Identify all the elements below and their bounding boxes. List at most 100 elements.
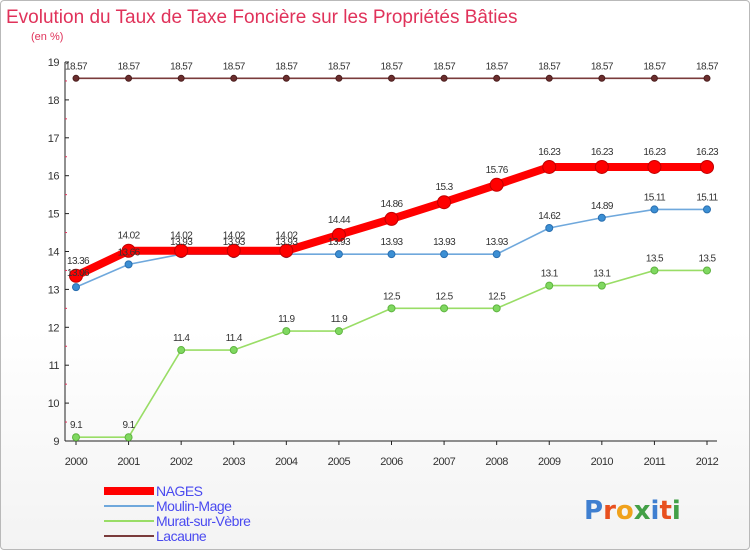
data-label: 18.57 (591, 61, 614, 72)
data-point (331, 227, 346, 242)
data-label: 13.06 (67, 268, 90, 279)
data-point (226, 243, 241, 258)
y-tick-label: 16 (48, 171, 60, 183)
data-label: 14.86 (380, 199, 403, 210)
x-tick-label: 2011 (644, 456, 666, 468)
data-label: 13.66 (118, 247, 141, 258)
data-point (124, 260, 133, 269)
data-label: 18.57 (275, 61, 298, 72)
data-point (545, 281, 554, 290)
data-point (229, 346, 238, 355)
series-lacaune (72, 74, 711, 82)
data-label: 13.93 (380, 237, 403, 248)
y-tick-label: 10 (48, 398, 60, 410)
data-point (489, 177, 504, 192)
x-tick-label: 2005 (328, 456, 351, 468)
data-label: 16.23 (643, 147, 666, 158)
y-tick-label: 12 (48, 322, 60, 334)
data-label: 13.1 (593, 269, 611, 280)
data-point (174, 243, 189, 258)
legend-label: Moulin-Mage (156, 498, 232, 514)
data-label: 14.02 (118, 231, 141, 242)
legend-label: Lacaune (156, 528, 207, 544)
data-label: 18.57 (538, 61, 561, 72)
y-tick-label: 19 (48, 57, 60, 69)
data-label: 16.23 (538, 147, 561, 158)
data-label: 13.36 (67, 256, 90, 267)
data-point (700, 159, 714, 174)
data-point (69, 268, 83, 283)
data-point (72, 283, 80, 292)
data-point (282, 74, 290, 82)
data-point (334, 250, 343, 259)
data-point (703, 205, 711, 214)
data-point (334, 327, 343, 336)
data-point (387, 250, 396, 259)
x-tick-label: 2000 (65, 456, 88, 468)
data-label: 9.1 (123, 420, 136, 431)
data-label: 18.57 (328, 61, 351, 72)
data-label: 13.5 (646, 253, 664, 264)
y-tick-label: 14 (48, 247, 60, 259)
data-label: 18.57 (65, 61, 88, 72)
data-label: 16.23 (696, 147, 719, 158)
data-label: 13.5 (698, 253, 716, 264)
data-point (542, 159, 557, 174)
data-label: 13.93 (328, 237, 351, 248)
x-tick-label: 2007 (433, 456, 456, 468)
data-label: 13.93 (170, 237, 193, 248)
data-label: 14.44 (328, 215, 351, 226)
data-label: 14.89 (591, 201, 614, 212)
data-point (282, 327, 291, 336)
data-point (388, 74, 395, 82)
data-point (177, 74, 185, 82)
data-label: 9.1 (70, 420, 83, 431)
data-point (650, 74, 658, 82)
data-label: 15.3 (436, 182, 454, 193)
x-tick-label: 2012 (696, 456, 719, 468)
legend-label: NAGES (156, 483, 203, 499)
data-label: 18.57 (433, 61, 456, 72)
data-label: 12.5 (488, 291, 506, 302)
data-label: 14.02 (170, 231, 193, 242)
data-label: 13.93 (275, 237, 298, 248)
data-point (703, 266, 711, 275)
data-point (492, 250, 501, 259)
y-tick-label: 13 (48, 284, 60, 296)
data-point (545, 74, 553, 82)
data-point (437, 195, 452, 210)
y-tick-label: 15 (48, 209, 60, 221)
data-label: 14.02 (223, 231, 246, 242)
data-label: 13.93 (486, 237, 509, 248)
data-point (72, 433, 80, 442)
data-label: 18.57 (380, 61, 403, 72)
series-nages (69, 159, 714, 283)
data-point (121, 243, 136, 258)
data-point (124, 433, 133, 442)
data-label: 14.02 (275, 231, 298, 242)
series-layer: 18.57 18.57 18.57 18.57 18.57 18.57 18.57 18.57… (65, 61, 720, 442)
data-point (545, 224, 554, 233)
data-label: 18.57 (118, 61, 141, 72)
series-murat-sur-v-bre (72, 266, 711, 442)
x-tick-label: 2010 (591, 456, 614, 468)
data-label: 15.76 (486, 165, 509, 176)
x-tick-label: 2008 (485, 456, 508, 468)
data-point (650, 205, 659, 214)
data-point (387, 304, 396, 313)
data-point (440, 304, 449, 313)
data-point (384, 211, 399, 226)
data-point (440, 74, 448, 82)
proxiti-logo: Proxiti (584, 496, 681, 526)
axes: 9 10 11 12 13 14 15 16 17 18 19 2000 2001 2002 2003 200… (48, 57, 719, 468)
data-label: 18.57 (643, 61, 666, 72)
data-point (279, 243, 294, 258)
data-point (647, 159, 662, 174)
data-label: 11.4 (173, 333, 190, 344)
x-tick-label: 2003 (223, 456, 246, 468)
data-point (594, 159, 609, 174)
data-label: 11.9 (278, 314, 295, 325)
chart-subtitle: (en %) (31, 31, 63, 43)
